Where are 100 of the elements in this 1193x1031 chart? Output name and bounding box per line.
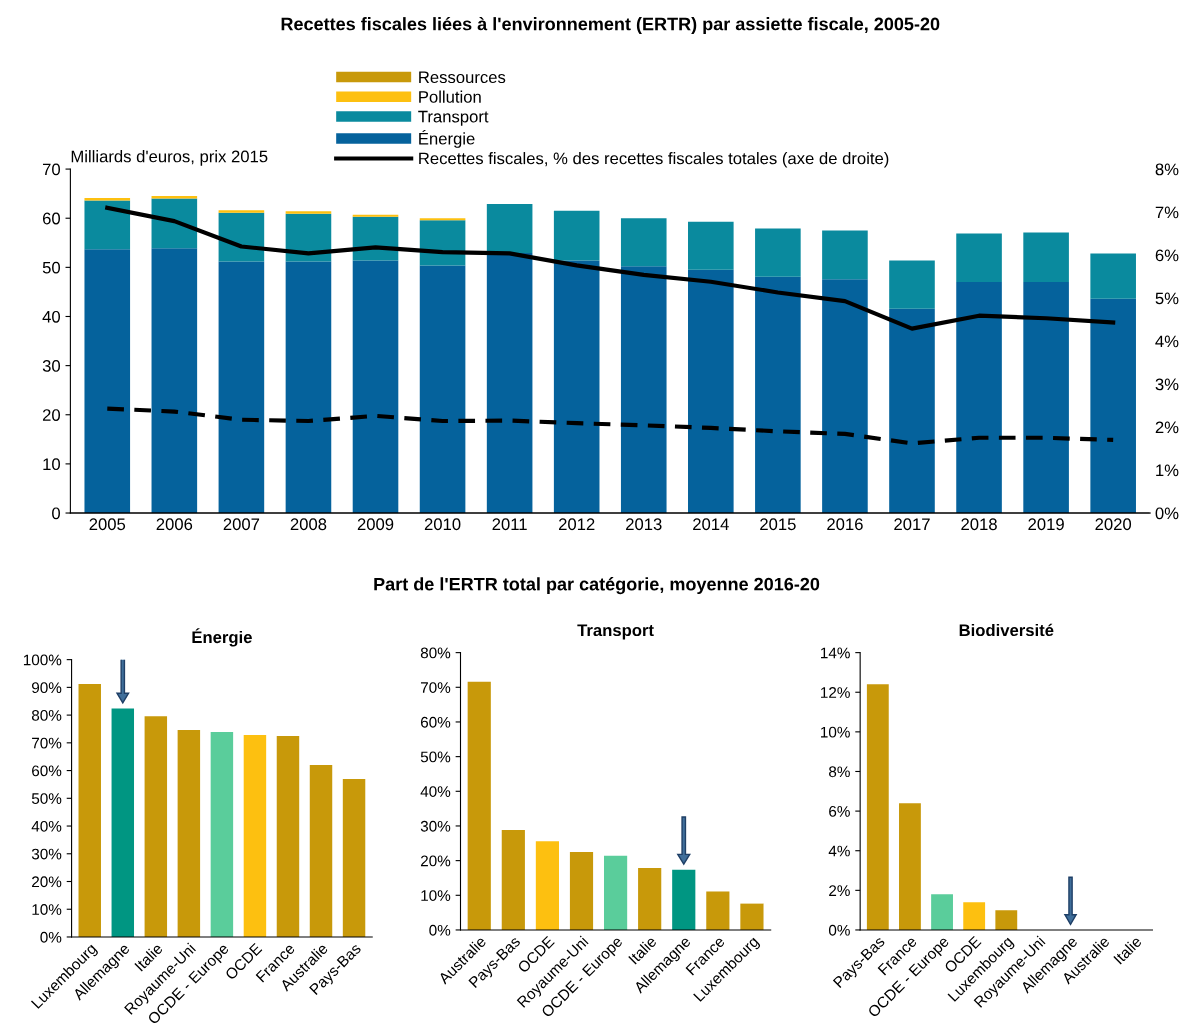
y-tick-label: 0% <box>40 931 62 943</box>
bar <box>620 266 667 514</box>
y-tick-label: 30% <box>31 848 62 860</box>
y2-tick-label: 4% <box>1155 335 1179 348</box>
bar <box>467 681 491 930</box>
bar <box>486 203 533 254</box>
legend-label: Recettes fiscales, % des recettes fiscales totales (axe de droite) <box>419 152 889 168</box>
bar <box>285 261 332 514</box>
bar <box>535 841 560 930</box>
y2-tick-label: 5% <box>1155 292 1179 305</box>
bar <box>822 230 868 280</box>
bar <box>1023 232 1069 283</box>
y-tick-label: 50 <box>42 261 61 274</box>
y-tick-label: 0% <box>429 924 451 936</box>
bar <box>243 735 267 937</box>
bar <box>995 910 1018 930</box>
y2-tick-label: 1% <box>1156 464 1179 477</box>
bar <box>352 260 399 514</box>
x-tick-label: 2006 <box>156 518 193 531</box>
bar <box>553 260 600 514</box>
x-tick-label: 2008 <box>290 518 327 531</box>
bar <box>755 276 801 514</box>
bar <box>956 233 1002 283</box>
x-tick-label: 2015 <box>760 518 796 531</box>
x-tick-label: 2009 <box>357 518 394 531</box>
bar <box>285 211 332 214</box>
x-tick-label: 2012 <box>558 518 595 531</box>
legend-label: Pollution <box>419 90 481 103</box>
x-tick-label: 2020 <box>1095 518 1132 531</box>
y-tick-label: 20% <box>32 876 62 888</box>
legend-label: Transport <box>418 110 489 126</box>
y-tick-label: 2% <box>829 885 850 896</box>
bar <box>342 778 366 937</box>
bar <box>151 196 198 199</box>
x-tick-label: 2005 <box>89 518 126 531</box>
bar <box>963 902 986 930</box>
x-tick-label: 2014 <box>693 518 729 531</box>
y-tick-label: 30 <box>42 360 61 372</box>
y-tick-label: 0 <box>52 507 61 520</box>
x-tick-label: 2017 <box>894 518 930 531</box>
bar <box>889 260 935 309</box>
bar <box>84 198 131 201</box>
bar <box>84 200 131 250</box>
bar <box>931 894 953 930</box>
text: Part de l'ERTR total par catégorie, moyenne 2016-20 <box>374 577 820 595</box>
bar <box>486 253 533 514</box>
y-tick-label: 50% <box>31 793 62 804</box>
y-axis-title: Milliards d'euros, prix 2015 <box>71 150 268 166</box>
y-tick-label: 40 <box>42 310 61 323</box>
line-series <box>105 406 1116 446</box>
y-tick-label: 90% <box>32 682 62 694</box>
y-tick-label: 4% <box>828 845 850 857</box>
y-tick-label: 10 <box>43 458 61 471</box>
bar <box>740 903 764 930</box>
y-tick-label: 40% <box>420 786 451 797</box>
y-tick-label: 20% <box>420 855 451 867</box>
x-tick-label: 2007 <box>223 518 260 531</box>
bar <box>822 279 868 514</box>
bar <box>1023 282 1069 514</box>
bar <box>706 891 730 930</box>
y-tick-label: 60 <box>42 212 61 225</box>
bar <box>899 803 921 930</box>
bar <box>866 684 889 930</box>
bar <box>151 248 198 514</box>
bar <box>501 830 525 930</box>
y2-tick-label: 7% <box>1155 206 1179 219</box>
bar <box>1090 298 1136 514</box>
bar <box>111 708 135 937</box>
y2-tick-label: 3% <box>1155 378 1179 391</box>
y2-tick-label: 2% <box>1155 421 1179 434</box>
chart-title: Énergie <box>192 628 252 647</box>
y-tick-label: 14% <box>821 647 850 659</box>
y-tick-label: 60% <box>32 765 62 777</box>
bar <box>956 282 1002 514</box>
bar <box>210 732 234 937</box>
bar <box>688 221 734 270</box>
y-tick-label: 100% <box>23 654 62 666</box>
x-tick-label: 2010 <box>424 518 461 531</box>
bar <box>218 261 265 514</box>
bar <box>672 869 696 930</box>
bar <box>688 269 734 514</box>
legend-label: Ressources <box>419 71 506 84</box>
bar <box>553 210 600 261</box>
bar <box>276 735 300 937</box>
y-tick-label: 30% <box>420 820 451 832</box>
bar <box>177 730 201 937</box>
bar <box>1090 253 1136 299</box>
y-tick-label: 10% <box>421 890 451 901</box>
bar <box>144 716 168 937</box>
bar <box>78 684 101 937</box>
bar <box>84 249 131 514</box>
chart-title: Recettes fiscales liées à l'environnement (ERTR) par assiette fiscale, 2005-20 <box>281 16 940 34</box>
y-tick-label: 50% <box>420 751 451 763</box>
y-tick-label: 70 <box>42 163 61 176</box>
x-tick-label: 2011 <box>492 518 527 531</box>
y-tick-label: 70% <box>32 737 62 749</box>
y-tick-label: 10% <box>32 904 62 915</box>
y-tick-label: 80% <box>31 709 62 721</box>
x-tick-label: 2018 <box>961 518 997 531</box>
y-tick-label: 20 <box>42 409 61 421</box>
